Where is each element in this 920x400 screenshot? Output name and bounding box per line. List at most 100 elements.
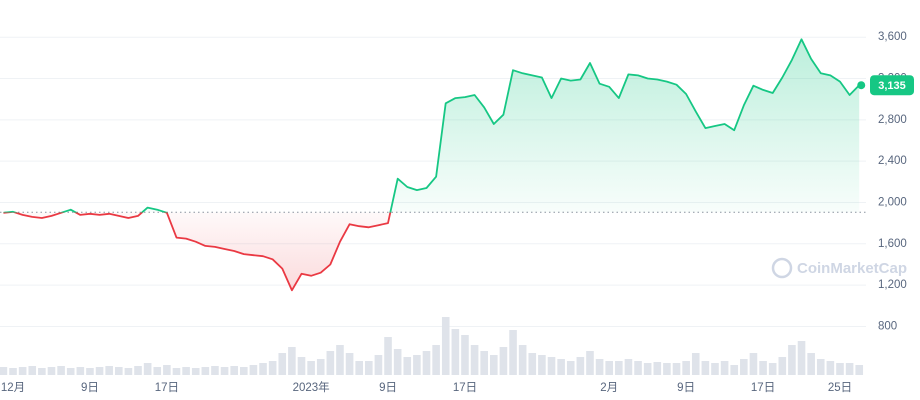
x-tick-label: 17日	[155, 382, 179, 394]
x-tick-label: 9日	[677, 382, 695, 394]
volume-bar	[307, 361, 315, 375]
volume-bar	[393, 349, 402, 375]
volume-bar	[538, 355, 546, 375]
volume-bar	[528, 353, 537, 375]
volume-bar	[451, 329, 460, 375]
price-line	[3, 38, 860, 292]
volume-bar	[114, 367, 123, 375]
volume-bar	[518, 345, 527, 375]
volume-bar	[432, 345, 440, 375]
volume-bar	[163, 365, 171, 375]
volume-bar	[807, 353, 815, 375]
volume-bar	[557, 359, 565, 375]
volume-bar	[768, 363, 777, 375]
volume-bar	[76, 367, 85, 375]
y-tick-label: 1,600	[878, 238, 907, 250]
y-tick-label: 2,800	[878, 114, 907, 126]
volume-bar	[268, 361, 277, 375]
volume-bar	[66, 368, 75, 375]
watermark-text: CoinMarketCap	[797, 260, 907, 277]
volume-bar	[778, 357, 787, 375]
volume-bar	[143, 363, 152, 375]
volume-bar	[740, 359, 748, 375]
volume-bar	[749, 353, 758, 375]
volume-bar	[634, 361, 642, 375]
volume-bar	[413, 355, 421, 375]
volume-bar	[336, 345, 344, 375]
volume-bar	[230, 366, 238, 375]
volume-bar	[836, 363, 844, 375]
volume-bar	[470, 345, 479, 375]
x-tick-label: 25日	[828, 382, 852, 394]
x-tick-label: 2月	[600, 382, 618, 394]
volume-bar	[480, 351, 488, 375]
volume-bar	[672, 363, 681, 375]
volume-bar	[586, 351, 594, 375]
volume-bar	[595, 359, 604, 375]
y-tick-label: 1,200	[878, 279, 907, 291]
volume-bar	[701, 361, 710, 375]
volume-bar	[0, 367, 8, 375]
volume-bar	[240, 367, 248, 375]
y-tick-label: 3,600	[878, 31, 907, 43]
volume-bar	[855, 365, 864, 375]
watermark: CoinMarketCap	[771, 257, 907, 279]
volume-bar	[403, 357, 412, 375]
volume-bar	[172, 368, 181, 375]
volume-bar	[547, 357, 556, 375]
volume-bar	[566, 361, 575, 375]
volume-bar	[461, 335, 469, 375]
current-price-tag	[870, 75, 914, 96]
volume-bar	[624, 359, 633, 375]
volume-bar	[797, 341, 806, 375]
x-tick-label: 17日	[751, 382, 775, 394]
volume-bar	[345, 353, 354, 375]
volume-bar	[730, 365, 739, 375]
volume-bar	[278, 353, 287, 375]
volume-bar	[201, 367, 210, 375]
volume-bar	[663, 363, 671, 375]
volume-bar	[788, 345, 796, 375]
volume-bar	[509, 330, 517, 375]
volume-bar	[355, 361, 363, 375]
volume-bar	[615, 361, 623, 375]
volume-bar	[134, 366, 142, 375]
volume-bar	[316, 359, 325, 375]
volume-bar	[326, 351, 335, 375]
volume-bar	[124, 368, 133, 375]
volume-bar	[105, 366, 113, 375]
volume-bar	[720, 361, 729, 375]
x-tick-label: 12月	[1, 382, 25, 394]
volume-bar	[826, 361, 835, 375]
volume-bar	[191, 368, 200, 375]
x-tick-label: 17日	[453, 382, 477, 394]
y-tick-label: 2,000	[878, 197, 907, 209]
y-tick-label: 2,400	[878, 155, 907, 167]
volume-bar	[759, 361, 767, 375]
volume-bar	[86, 368, 94, 375]
volume-bar	[18, 367, 27, 375]
volume-bar	[288, 347, 296, 375]
volume-bar	[441, 317, 450, 375]
volume-bar	[682, 361, 690, 375]
volume-bar	[384, 337, 392, 375]
volume-bar	[845, 363, 854, 375]
volume-bar	[691, 353, 700, 375]
x-tick-label: 9日	[379, 382, 397, 394]
volume-bar	[259, 363, 267, 375]
price-area	[3, 39, 860, 291]
volume-bar	[57, 366, 65, 375]
y-tick-label: 800	[878, 320, 897, 332]
volume-bar	[153, 367, 162, 375]
volume-bar	[422, 351, 431, 375]
volume-bar	[9, 368, 17, 375]
volume-bar	[182, 367, 190, 375]
current-price-dot	[857, 81, 866, 90]
x-tick-label: 9日	[81, 382, 99, 394]
volume-bar	[95, 367, 104, 375]
volume-bar	[220, 367, 229, 375]
volume-bar	[653, 362, 662, 375]
volume-bar	[28, 366, 37, 375]
volume-bar	[374, 355, 383, 375]
